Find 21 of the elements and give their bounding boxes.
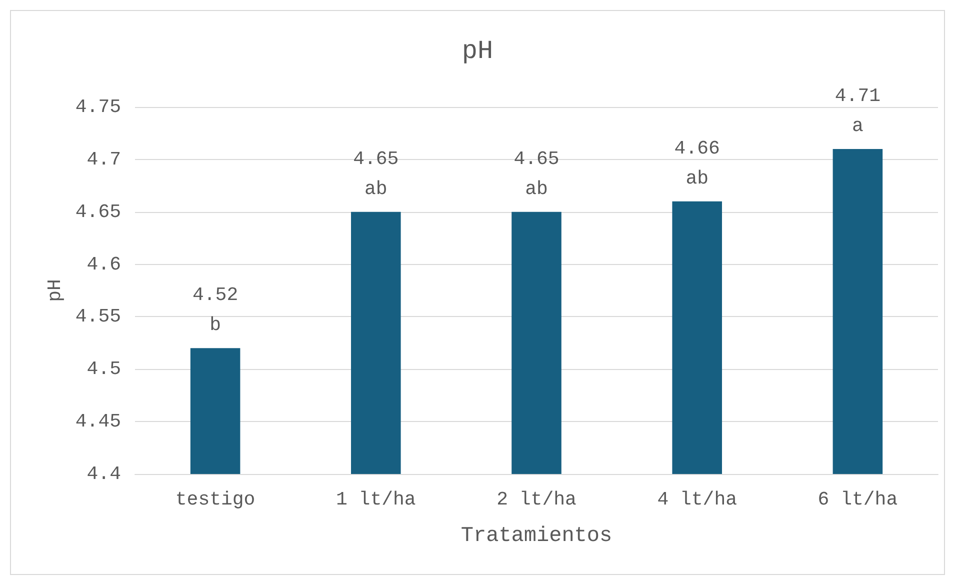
data-label: 4.52 b <box>192 284 238 336</box>
y-tick-label: 4.4 <box>86 463 121 485</box>
x-tick-label: testigo <box>175 488 256 510</box>
y-tick-label: 4.7 <box>86 148 121 170</box>
x-tick-label: 4 lt/ha <box>657 488 738 510</box>
x-axis-title: Tratamientos <box>460 525 612 548</box>
y-tick-label: 4.5 <box>86 358 121 380</box>
data-label: 4.65 ab <box>353 148 399 200</box>
y-tick-label: 4.75 <box>75 96 121 118</box>
y-axis-title: pH <box>44 279 66 302</box>
y-tick-label: 4.55 <box>75 306 121 328</box>
data-label: 4.66 ab <box>674 137 720 190</box>
y-tick-label: 4.6 <box>86 253 121 276</box>
x-tick-label: 2 lt/ha <box>496 488 576 510</box>
data-label: 4.65 ab <box>514 148 560 200</box>
x-tick-label: 1 lt/ha <box>336 488 416 510</box>
x-tick-label: 6 lt/ha <box>818 488 898 510</box>
y-tick-label: 4.45 <box>75 410 121 433</box>
chart-title: pH <box>462 36 494 66</box>
data-label: 4.71 a <box>834 84 881 137</box>
y-tick-label: 4.65 <box>75 200 121 223</box>
